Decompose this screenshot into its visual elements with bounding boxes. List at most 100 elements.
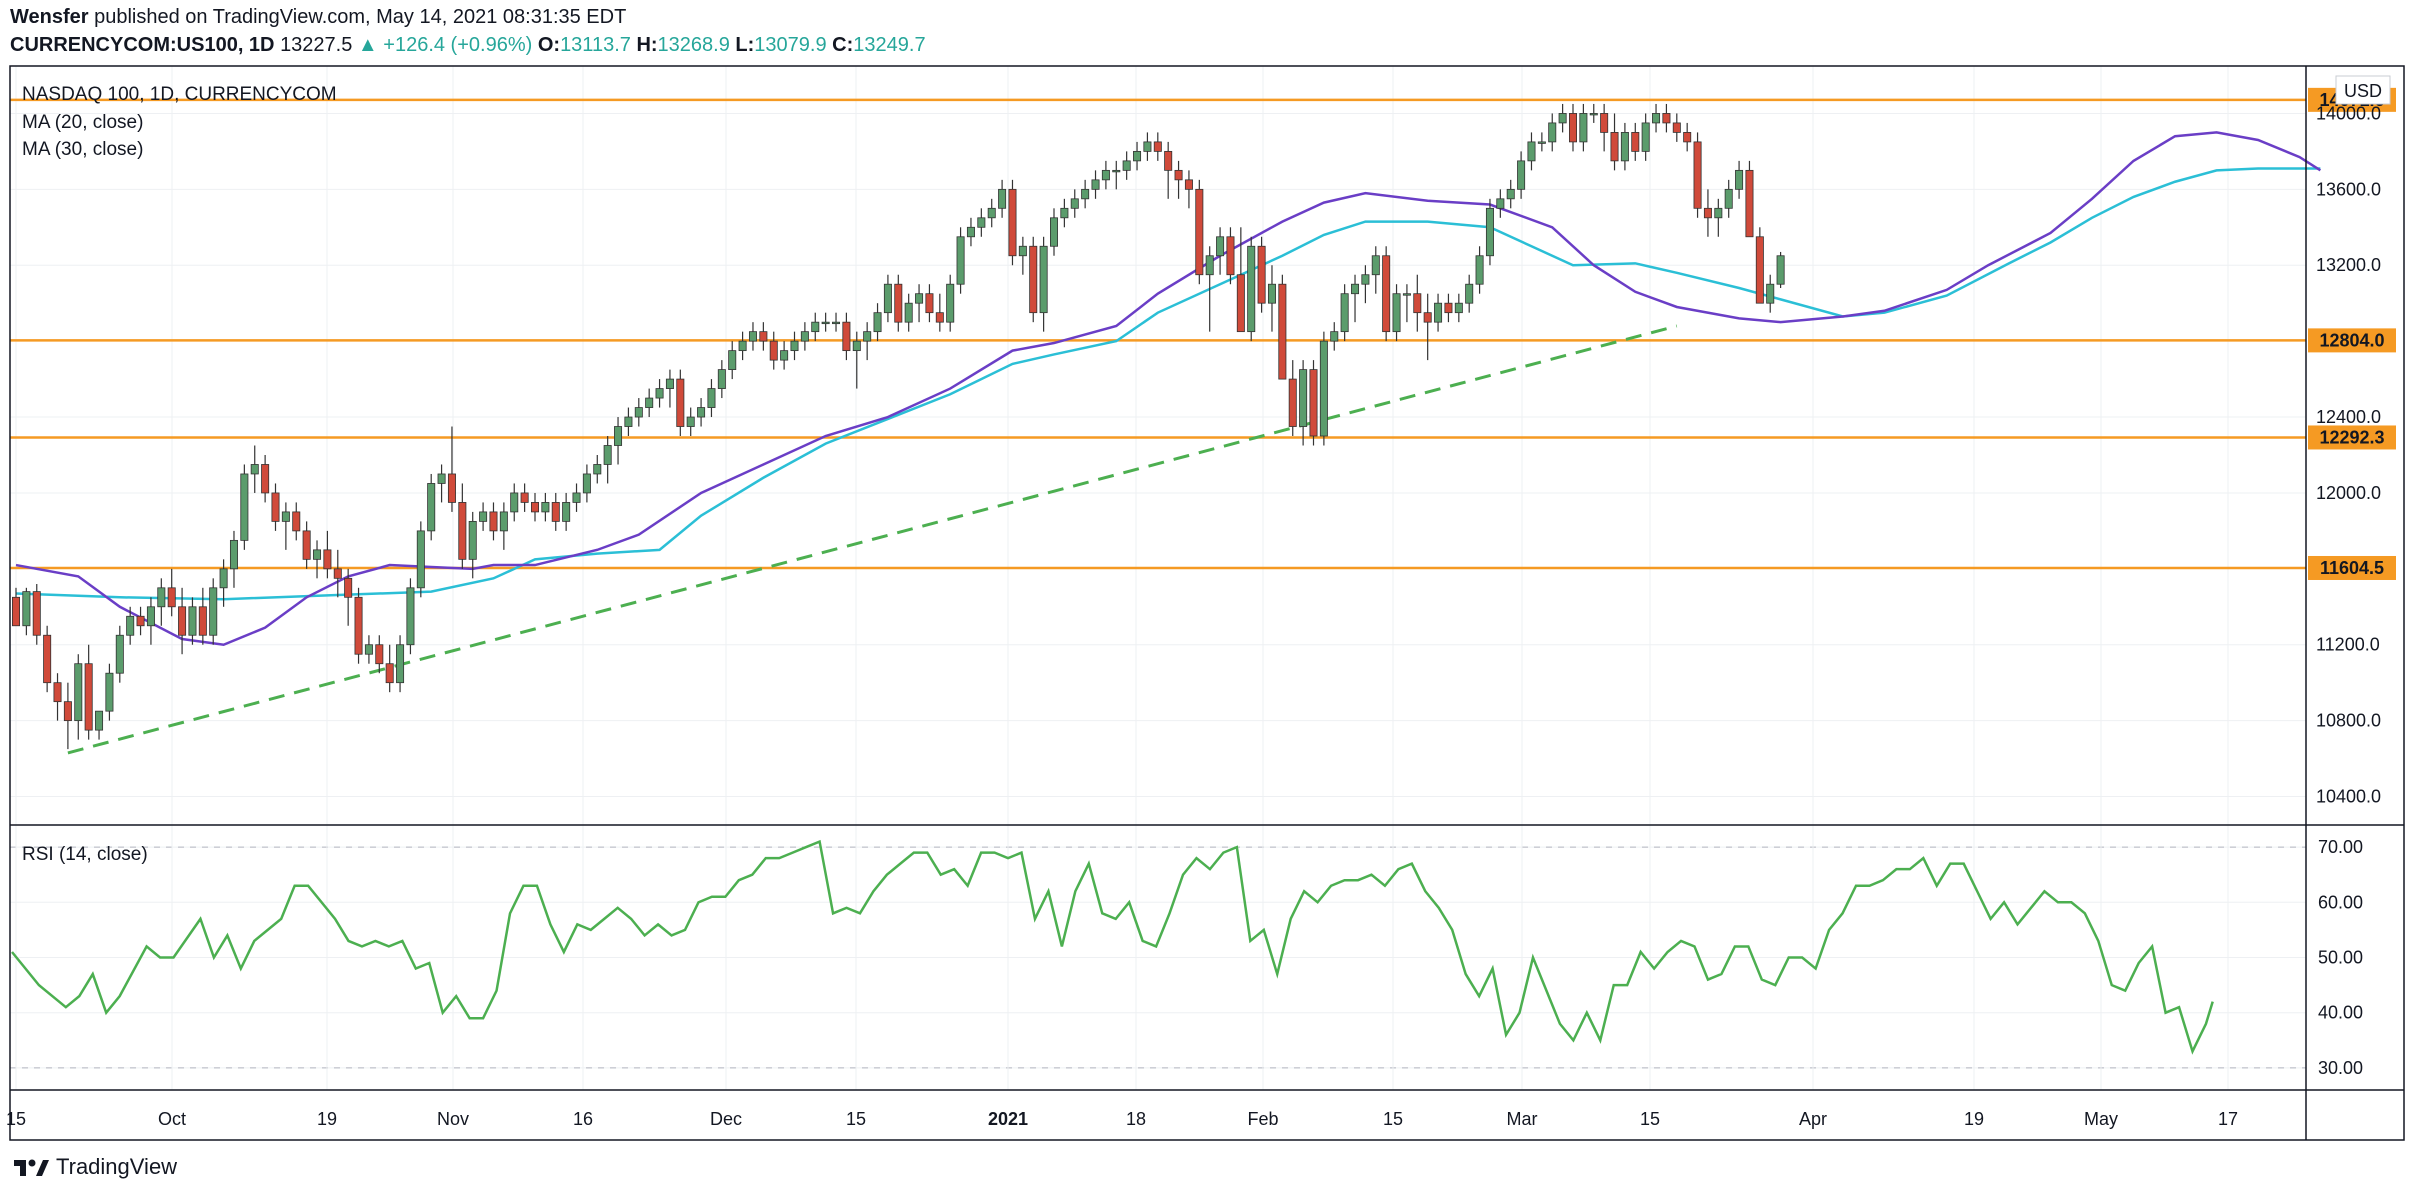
bullish-candle (697, 407, 706, 418)
bearish-candle (43, 634, 52, 684)
bearish-candle (271, 492, 280, 522)
bearish-candle (1226, 236, 1235, 276)
bearish-candle (1600, 113, 1609, 133)
bullish-candle (1465, 283, 1474, 304)
rsi-tick-label: 30.00 (2318, 1058, 2363, 1078)
bullish-candle (966, 226, 975, 238)
bullish-candle (1475, 255, 1484, 285)
bullish-candle (1216, 236, 1225, 257)
symbol-info: CURRENCYCOM:US100, 1D 13227.5 ▲ +126.4 (… (10, 32, 926, 58)
bearish-candle (1703, 207, 1712, 219)
bullish-candle (1641, 122, 1650, 152)
bullish-candle (1351, 283, 1360, 295)
axes: 14000.0 13600.0 13200.0 12400.0 12000.0 11200… (6, 103, 2381, 1129)
bullish-candle (1537, 141, 1546, 144)
bullish-candle (396, 644, 405, 684)
candles (11, 103, 1785, 750)
currency-badge[interactable] (2335, 75, 2391, 105)
ascending-trendline (67, 324, 1678, 755)
bullish-candle (95, 710, 104, 731)
symbol-name: CURRENCYCOM:US100, 1D (10, 34, 275, 56)
ma20-line (15, 131, 2322, 647)
bullish-candle (219, 568, 228, 589)
time-tick-label: Feb (1247, 1109, 1278, 1129)
time-tick-label: 15 (846, 1109, 866, 1129)
bearish-candle (769, 340, 778, 361)
price-tick-label: 10800.0 (2316, 711, 2381, 731)
bullish-candle (281, 511, 290, 522)
bullish-candle (157, 587, 166, 608)
author-name[interactable]: Wensfer (10, 6, 89, 28)
bearish-candle (63, 701, 72, 722)
time-tick-label: 2021 (988, 1109, 1028, 1129)
time-tick-label: 19 (317, 1109, 337, 1129)
level-price-tag (2308, 555, 2396, 580)
bearish-candle (1683, 132, 1692, 143)
bullish-candle (427, 483, 436, 532)
bullish-candle (1485, 207, 1494, 257)
rsi-layer (11, 839, 2214, 1055)
bearish-candle (178, 606, 187, 636)
bearish-candle (925, 293, 934, 314)
bullish-candle (22, 591, 31, 627)
open-label: O: (537, 34, 561, 56)
pane-legends: NASDAQ 100, 1D, CURRENCYCOM MA (20, clos… (22, 75, 2391, 865)
bullish-candle (1319, 340, 1328, 437)
bullish-candle (115, 634, 124, 674)
bullish-candle (1434, 302, 1443, 323)
bullish-candle (74, 663, 83, 722)
rsi-tick-label: 50.00 (2318, 948, 2363, 968)
currency-label: USD (2344, 81, 2382, 101)
bearish-candle (1029, 245, 1038, 314)
rsi-tick-label: 40.00 (2318, 1003, 2363, 1023)
bullish-candle (1527, 141, 1536, 162)
bullish-candle (946, 283, 955, 323)
high-label: H: (636, 34, 658, 56)
tradingview-logo-icon (14, 1159, 49, 1176)
bearish-candle (935, 312, 944, 323)
bullish-candle (1039, 245, 1048, 314)
bearish-candle (1184, 179, 1193, 190)
bullish-candle (873, 312, 882, 333)
bullish-candle (562, 502, 571, 522)
bearish-candle (1236, 274, 1245, 333)
bullish-candle (250, 464, 259, 475)
bearish-candle (1745, 169, 1754, 238)
bullish-candle (1361, 274, 1370, 285)
bullish-candle (977, 217, 986, 228)
bullish-candle (479, 511, 488, 522)
close-value: 13249.7 (853, 34, 926, 56)
bullish-candle (915, 293, 924, 304)
bullish-candle (1143, 141, 1152, 152)
bullish-candle (634, 407, 643, 418)
bullish-candle (707, 388, 716, 408)
bullish-candle (1496, 198, 1505, 209)
high-value: 13268.9 (657, 34, 730, 56)
bearish-candle (32, 591, 41, 636)
bullish-candle (821, 321, 830, 325)
low-label: L: (735, 34, 755, 56)
bullish-candle (209, 587, 218, 636)
tradingview-logo[interactable]: TradingView (14, 1154, 177, 1180)
bearish-candle (261, 464, 270, 494)
price-change: ▲ +126.4 (+0.96%) (357, 34, 533, 56)
bearish-candle (333, 568, 342, 579)
publish-text: published on TradingView.com, May 14, 20… (94, 6, 627, 28)
close-label: C: (832, 34, 854, 56)
bearish-candle (1662, 113, 1671, 124)
bullish-candle (1205, 255, 1214, 276)
bullish-candle (1620, 132, 1629, 162)
bullish-candle (1050, 217, 1059, 247)
pane-frames (9, 65, 2405, 1141)
bullish-candle (1714, 207, 1723, 219)
price-tick-label: 13200.0 (2316, 255, 2381, 275)
bullish-candle (1371, 255, 1380, 276)
bearish-candle (759, 331, 768, 342)
bullish-candle (1091, 179, 1100, 190)
rsi-line (11, 839, 2214, 1055)
bullish-candle (437, 473, 446, 484)
bearish-candle (489, 511, 498, 532)
last-price: 13227.5 (280, 34, 353, 56)
bullish-candle (1112, 169, 1121, 173)
